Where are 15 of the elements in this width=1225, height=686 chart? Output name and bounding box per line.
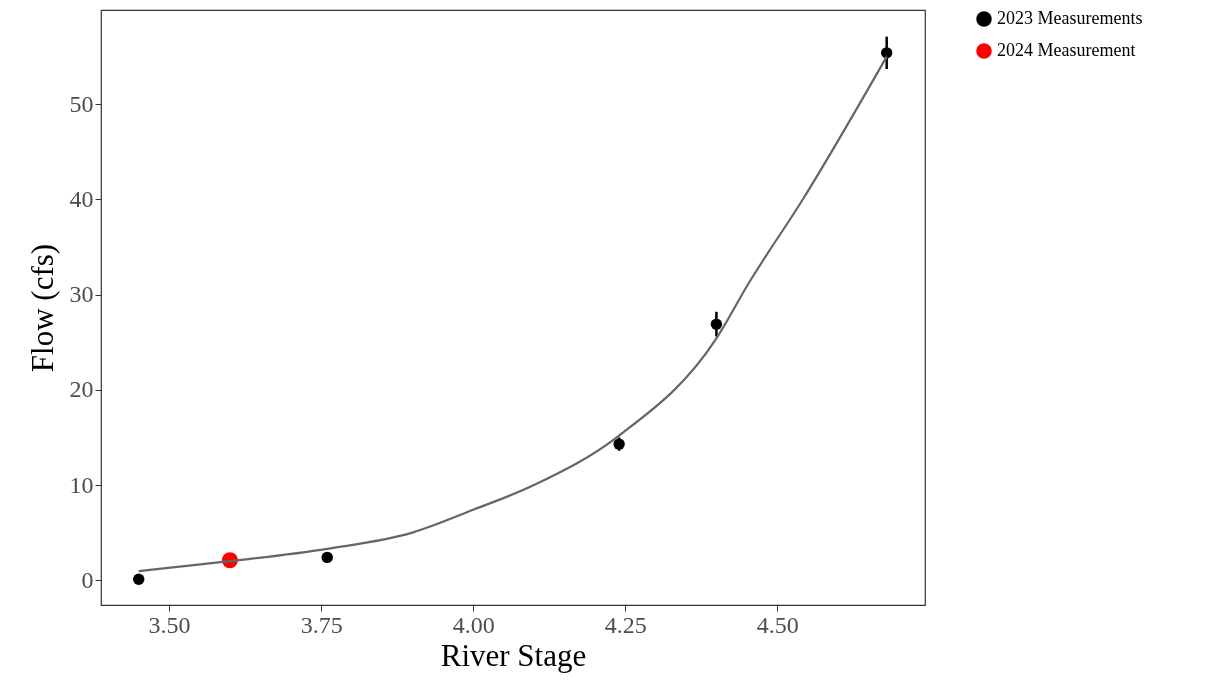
y-axis-title: Flow (cfs) <box>24 243 60 373</box>
x-tick-label: 4.25 <box>604 611 647 638</box>
x-tick-label: 4.00 <box>452 611 495 638</box>
y-tick-label: 50 <box>69 90 94 117</box>
y-tick-label: 40 <box>69 185 94 212</box>
x-tick-label: 3.75 <box>300 611 343 638</box>
y-tick-label: 20 <box>69 376 94 403</box>
x-axis-title: River Stage <box>440 637 587 673</box>
y-tick-label: 30 <box>69 281 94 308</box>
x-tick-label: 3.50 <box>148 611 191 638</box>
legend-label: 2023 Measurements <box>997 8 1143 28</box>
y-tick-label: 0 <box>81 566 94 593</box>
x-tick-label: 4.50 <box>756 611 799 638</box>
y-tick-label: 10 <box>69 471 94 498</box>
legend-label: 2024 Measurement <box>997 40 1136 60</box>
